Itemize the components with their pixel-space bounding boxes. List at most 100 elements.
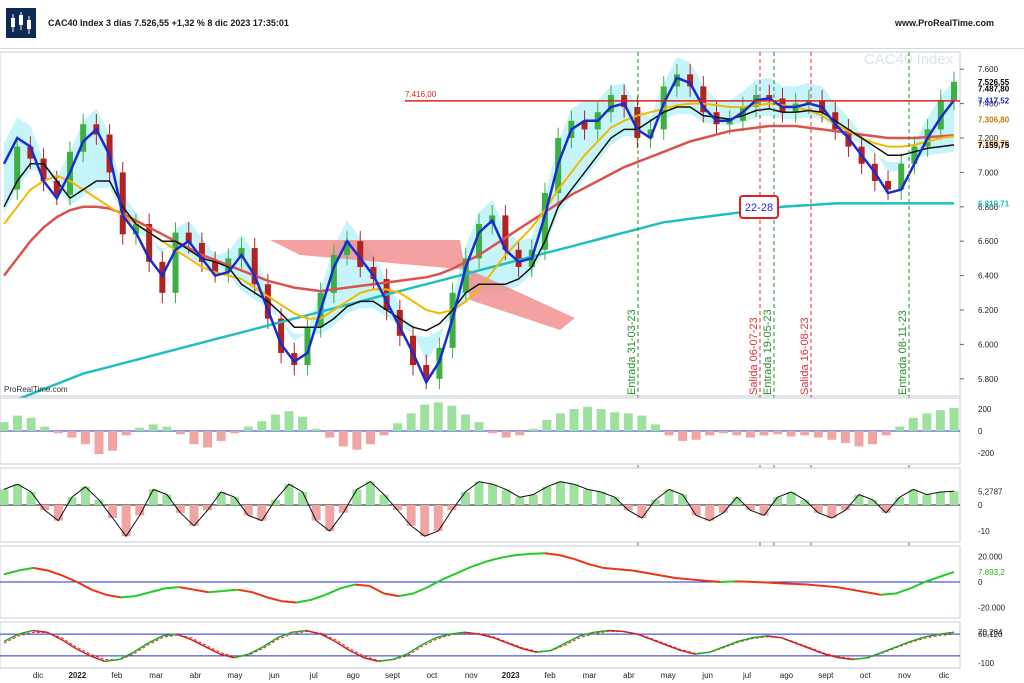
osc3-segment — [281, 600, 297, 604]
osc3-segment — [120, 595, 136, 599]
signal-label: Salida 16-08-23 — [799, 317, 811, 395]
osc4-segment — [521, 647, 537, 653]
candle-body — [541, 193, 548, 250]
osc4-segment — [421, 637, 437, 646]
osc3-segment — [880, 592, 896, 596]
title-bar: CAC40 Index 3 días 7.526,55 +1,32 % 8 di… — [0, 0, 1024, 49]
brand-url[interactable]: www.ProRealTime.com — [894, 18, 994, 28]
price-tag: 7.169,75 — [978, 139, 1010, 148]
price-tick-label: 7.600 — [978, 65, 999, 74]
osc4-segment — [277, 631, 293, 639]
osc3-segment — [296, 598, 312, 604]
candle-body — [27, 146, 34, 159]
osc4-segment — [579, 631, 595, 637]
osc3-segment — [603, 566, 618, 571]
osc4-segment — [133, 642, 149, 653]
x-tick-label: mar — [583, 671, 597, 680]
signal-label: Salida 06-07-23 — [748, 317, 760, 395]
x-tick-label: 2022 — [68, 671, 86, 680]
osc3-segment — [310, 593, 326, 601]
osc4-segment — [205, 646, 221, 655]
price-tag: 7.417,52 — [978, 97, 1010, 106]
osc4-segment — [320, 633, 336, 643]
osc4-segment — [881, 646, 897, 653]
price-tag: 6.819,71 — [978, 199, 1010, 208]
osc4-segment — [61, 638, 77, 650]
osc4-segment — [709, 646, 724, 653]
candle-body — [898, 163, 905, 190]
osc4-segment — [234, 653, 249, 659]
osc1-tick-label: 0 — [978, 427, 983, 436]
osc4-tick-label: 60,120 — [978, 630, 1003, 639]
osc2-tick-label: 0 — [978, 501, 983, 510]
osc4-segment — [104, 658, 120, 663]
osc4-segment — [219, 653, 235, 659]
osc4-segment — [378, 658, 393, 663]
candle-body — [278, 318, 285, 353]
osc4-segment — [349, 649, 365, 659]
candle-body — [185, 232, 192, 243]
osc4-segment — [262, 637, 278, 648]
osc4-segment — [594, 629, 609, 634]
osc3-segment — [617, 568, 633, 572]
osc4-segment — [90, 655, 106, 663]
candle-body — [502, 215, 509, 250]
osc4-segment — [406, 644, 422, 655]
osc3-segment — [559, 554, 575, 560]
osc4-segment — [450, 631, 465, 635]
osc4-segment — [809, 647, 825, 655]
osc3-segment — [368, 584, 385, 595]
x-tick-label: feb — [111, 671, 123, 680]
osc4-segment — [507, 642, 523, 650]
candle-body — [304, 327, 311, 366]
candle-body — [713, 112, 720, 125]
candle-body — [330, 254, 337, 293]
x-tick-label: 2023 — [502, 671, 520, 680]
osc3-segment — [588, 563, 604, 569]
candle-body — [687, 74, 694, 87]
osc3-segment — [632, 569, 648, 575]
price-tag: 7.159,75 — [978, 141, 1010, 150]
x-tick-label: mar — [149, 671, 163, 680]
x-tick-label: feb — [545, 671, 557, 680]
osc3-segment — [135, 591, 151, 598]
osc2-line — [3, 480, 955, 538]
osc3-segment — [208, 589, 224, 594]
x-tick-label: abr — [190, 671, 202, 680]
osc3-segment — [383, 592, 399, 598]
price-tick-label: 7.200 — [978, 134, 999, 143]
x-tick-label: abr — [623, 671, 635, 680]
x-tick-label: nov — [898, 671, 911, 680]
x-tick-label: dic — [939, 671, 949, 680]
osc3-segment — [778, 582, 794, 585]
candle-body — [937, 100, 944, 130]
x-tick-label: jul — [742, 671, 751, 680]
osc3-segment — [749, 580, 765, 584]
osc4-segment — [622, 630, 638, 635]
osc3-segment — [544, 552, 560, 557]
x-tick-label: may — [661, 671, 676, 680]
osc3-segment — [851, 588, 867, 594]
signal-label: Entrada 19-05-23 — [762, 309, 774, 395]
osc3-segment — [76, 581, 93, 591]
osc3-tick-label: 7.893,2 — [978, 568, 1005, 577]
osc3-segment — [106, 593, 122, 599]
osc4-segment — [3, 633, 19, 643]
osc3-segment — [646, 572, 662, 577]
osc3-segment — [237, 588, 253, 594]
osc3-segment — [252, 591, 268, 599]
boxed-label: 22-28 — [745, 202, 773, 214]
candle-body — [634, 107, 641, 138]
osc4-segment — [853, 656, 868, 661]
x-tick-label: sept — [818, 671, 834, 680]
osc4-segment — [795, 642, 811, 650]
osc3-segment — [339, 583, 356, 590]
osc3-segment — [193, 588, 209, 594]
x-tick-label: jun — [268, 671, 280, 680]
osc3-segment — [149, 587, 166, 594]
osc4-segment — [190, 638, 206, 648]
osc4-segment — [694, 651, 710, 655]
osc4-segment — [306, 629, 321, 635]
osc4-segment — [363, 657, 379, 663]
candle-body — [462, 258, 469, 293]
